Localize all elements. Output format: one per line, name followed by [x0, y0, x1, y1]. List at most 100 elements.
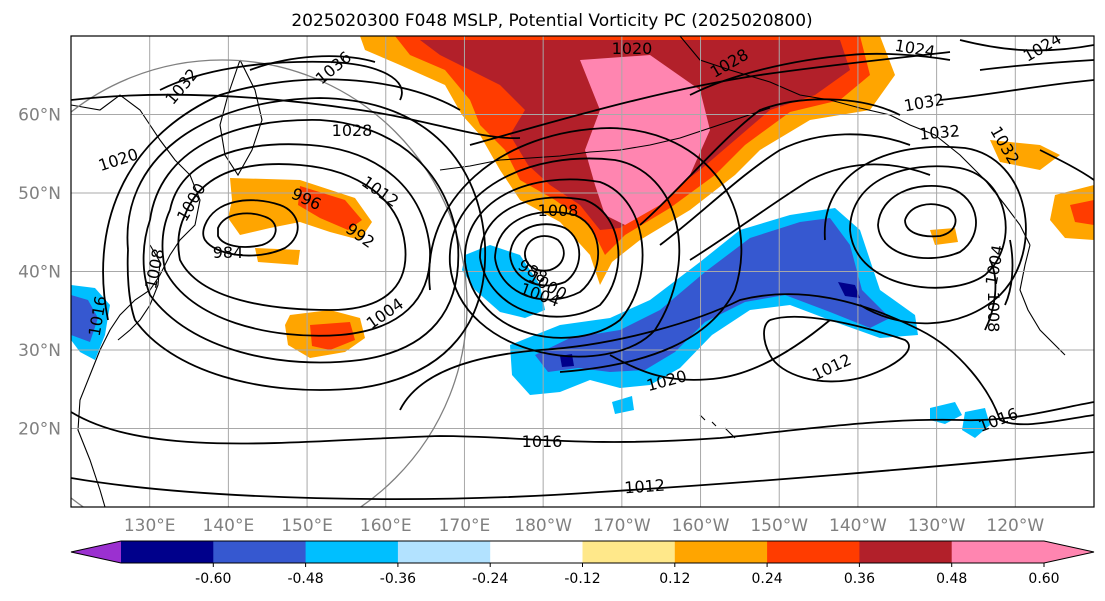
- lon-tick-label: 130°E: [124, 516, 176, 536]
- map-panel: 1020 1028 1032 1036 1016 1008 1000 996 9…: [71, 36, 1094, 507]
- isobar-label: 1008: [984, 292, 1003, 333]
- isobar-east-ridge-2: [659, 133, 911, 246]
- isobar-1028-alaska: [689, 52, 951, 96]
- isobar-1036-north: [249, 55, 376, 71]
- isobar-high-east-2: [877, 184, 977, 259]
- pv-region-japan-blue: [71, 295, 98, 342]
- lon-tick-label: 130°W: [908, 516, 966, 536]
- lat-tick-label: 40°N: [18, 263, 61, 283]
- isobar-label: 1016: [522, 432, 563, 451]
- colorbar-swatch: [397, 541, 491, 563]
- lon-tick-label: 120°W: [986, 516, 1044, 536]
- lon-tick-label: 170°E: [439, 516, 491, 536]
- colorbar: [70, 540, 1095, 564]
- isobar-east-ridge-1: [639, 98, 901, 226]
- colorbar-tick-label: -0.12: [564, 571, 600, 587]
- isobar-low-west-2: [161, 143, 431, 337]
- colorbar-swatch: [582, 541, 676, 563]
- lon-tick-label: 180°W: [514, 516, 572, 536]
- isobar-low-central-3: [494, 211, 600, 301]
- colorbar-swatch: [767, 541, 860, 563]
- colorbar-outline: [70, 540, 1095, 564]
- coast-kamchatka: [219, 59, 263, 177]
- isobar-low-central-4: [479, 196, 620, 318]
- lat-tick-label: 60°N: [18, 106, 61, 126]
- pv-negative-shading: [71, 208, 990, 438]
- pv-region-bc-orange: [1050, 185, 1094, 240]
- isobar-low-west-3: [142, 119, 460, 364]
- colorbar-swatch: [305, 541, 399, 563]
- colorbar-swatch: [490, 541, 583, 563]
- isobar-label: 1008: [538, 201, 579, 220]
- colorbar-tick-label: 0.24: [752, 571, 783, 587]
- lon-tick-label: 170°W: [593, 516, 651, 536]
- isobar-1012-south: [71, 451, 1094, 500]
- chart-title: 2025020300 F048 MSLP, Potential Vorticit…: [291, 11, 812, 31]
- pv-region-subtropical-blue: [535, 218, 890, 372]
- isobar-1028-north: [71, 93, 521, 139]
- isobar-1032-north: [159, 60, 403, 101]
- colorbar-tick-label: -0.48: [287, 571, 323, 587]
- pv-region-bc-red: [1070, 200, 1094, 225]
- pv-region-hawaii-east-cyan: [930, 402, 962, 424]
- coast-north-america: [1019, 244, 1066, 356]
- colorbar-tick-label: 0.60: [1028, 571, 1059, 587]
- pv-region-hawaii-east-cyan-2: [962, 408, 990, 438]
- colorbar-extend-max: [1044, 541, 1094, 563]
- isobar-low-west-1: [177, 163, 407, 311]
- longitude-labels: 130°E 140°E 150°E 160°E 170°E 180°W 170°W 160°W…: [124, 516, 1045, 536]
- pv-region-central-pacific-cyan: [462, 245, 545, 318]
- colorbar-swatch: [121, 541, 214, 563]
- isobar-east-coast-3: [939, 79, 1094, 101]
- colorbar-tick-label: 0.12: [659, 571, 690, 587]
- isobar-east-ridge-3: [689, 163, 931, 261]
- lon-tick-label: 140°E: [203, 516, 255, 536]
- colorbar-swatch: [859, 541, 953, 563]
- pv-region-gulf-alaska-orange: [990, 140, 1060, 170]
- isobar-low-central-2: [509, 223, 581, 287]
- lon-tick-label: 160°W: [672, 516, 730, 536]
- isobar-1012-central: [763, 315, 910, 383]
- lon-tick-label: 160°E: [360, 516, 412, 536]
- colorbar-tick-label: -0.24: [472, 571, 508, 587]
- colorbar-swatch: [674, 541, 768, 563]
- colorbar-tick-labels: -0.60 -0.48 -0.36 -0.24 -0.12 0.12 0.24 0.36 0.4…: [195, 563, 1060, 587]
- isobar-1016-central: [399, 293, 1094, 426]
- lat-tick-label: 50°N: [18, 184, 61, 204]
- lat-tick-label: 30°N: [18, 341, 61, 361]
- isobar-high-east-1: [904, 203, 957, 238]
- isobar-label: 1032: [918, 121, 960, 143]
- pv-positive-shading: [228, 36, 1094, 358]
- latitude-labels: 60°N 50°N 40°N 30°N 20°N: [18, 106, 61, 440]
- isobar-low-central-5: [464, 178, 644, 339]
- pv-region-small-cyan: [612, 396, 634, 414]
- range-ring: [71, 59, 468, 507]
- isobar-east-coast-2: [979, 59, 1094, 71]
- colorbar-tick-label: 0.48: [936, 571, 967, 587]
- isobar-low-west-4: [126, 97, 486, 391]
- isobar-low-west-inner-2: [217, 212, 277, 248]
- isobar-label: 1020: [612, 39, 653, 58]
- isobar-label: 1028: [332, 121, 373, 140]
- lat-tick-label: 20°N: [18, 420, 61, 440]
- isobar-1004-east: [1004, 239, 1014, 306]
- colorbar-tick-label: -0.60: [195, 571, 231, 587]
- pv-region-north-pacific-pink: [580, 55, 710, 225]
- isobar-1012-central-outer: [428, 127, 743, 373]
- lon-tick-label: 140°W: [829, 516, 887, 536]
- isobar-1024-north: [469, 51, 951, 146]
- colorbar-tick-label: 0.36: [844, 571, 875, 587]
- map-frame: [70, 35, 1095, 508]
- colorbar-tick-label: -0.36: [380, 571, 416, 587]
- isobar-high-east-4: [824, 145, 1027, 325]
- pv-region-small-yellow: [255, 248, 300, 265]
- isobar-east-coast-4: [1039, 149, 1094, 181]
- isobar-1020-central: [609, 319, 831, 381]
- pv-region-kamchatka-red: [298, 186, 362, 230]
- isobar-1008-central: [449, 157, 681, 358]
- isobars: [71, 39, 1094, 500]
- isobar-label: 984: [213, 243, 244, 262]
- colorbar-swatch: [213, 541, 307, 563]
- isobar-high-east-3: [849, 165, 1007, 289]
